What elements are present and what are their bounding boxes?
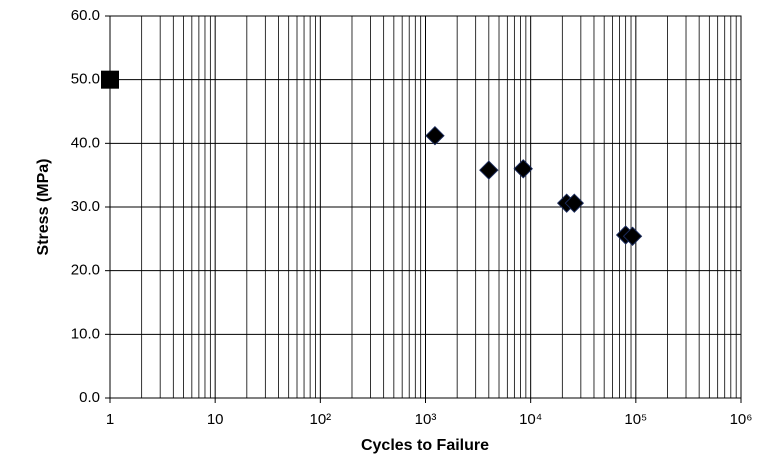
diamond-marker: [513, 159, 533, 179]
x-tick-label: 10²: [309, 411, 331, 428]
x-axis-title: Cycles to Failure: [361, 437, 489, 454]
x-tick-label: 10⁶: [730, 411, 753, 428]
x-tick-label: 10: [207, 411, 224, 428]
x-tick-label: 10³: [415, 411, 437, 428]
y-tick-label: 20.0: [71, 262, 100, 279]
x-tick-label: 1: [106, 411, 114, 428]
x-tick-label: 10⁵: [624, 411, 647, 428]
y-tick-label: 0.0: [79, 389, 100, 406]
y-tick-label: 30.0: [71, 198, 100, 215]
y-tick-label: 50.0: [71, 71, 100, 88]
diamond-marker: [564, 193, 585, 213]
square-marker: [101, 70, 119, 89]
plot-frame: [109, 15, 742, 399]
diamond-marker: [479, 160, 499, 180]
diamond-marker: [425, 125, 445, 146]
y-axis-title: Stress (MPa): [35, 159, 52, 256]
y-tick-label: 10.0: [71, 325, 100, 342]
y-tick-label: 40.0: [71, 134, 100, 151]
y-tick-label: 60.0: [71, 7, 100, 24]
diamond-marker: [622, 226, 643, 246]
x-tick-label: 10⁴: [519, 411, 542, 428]
